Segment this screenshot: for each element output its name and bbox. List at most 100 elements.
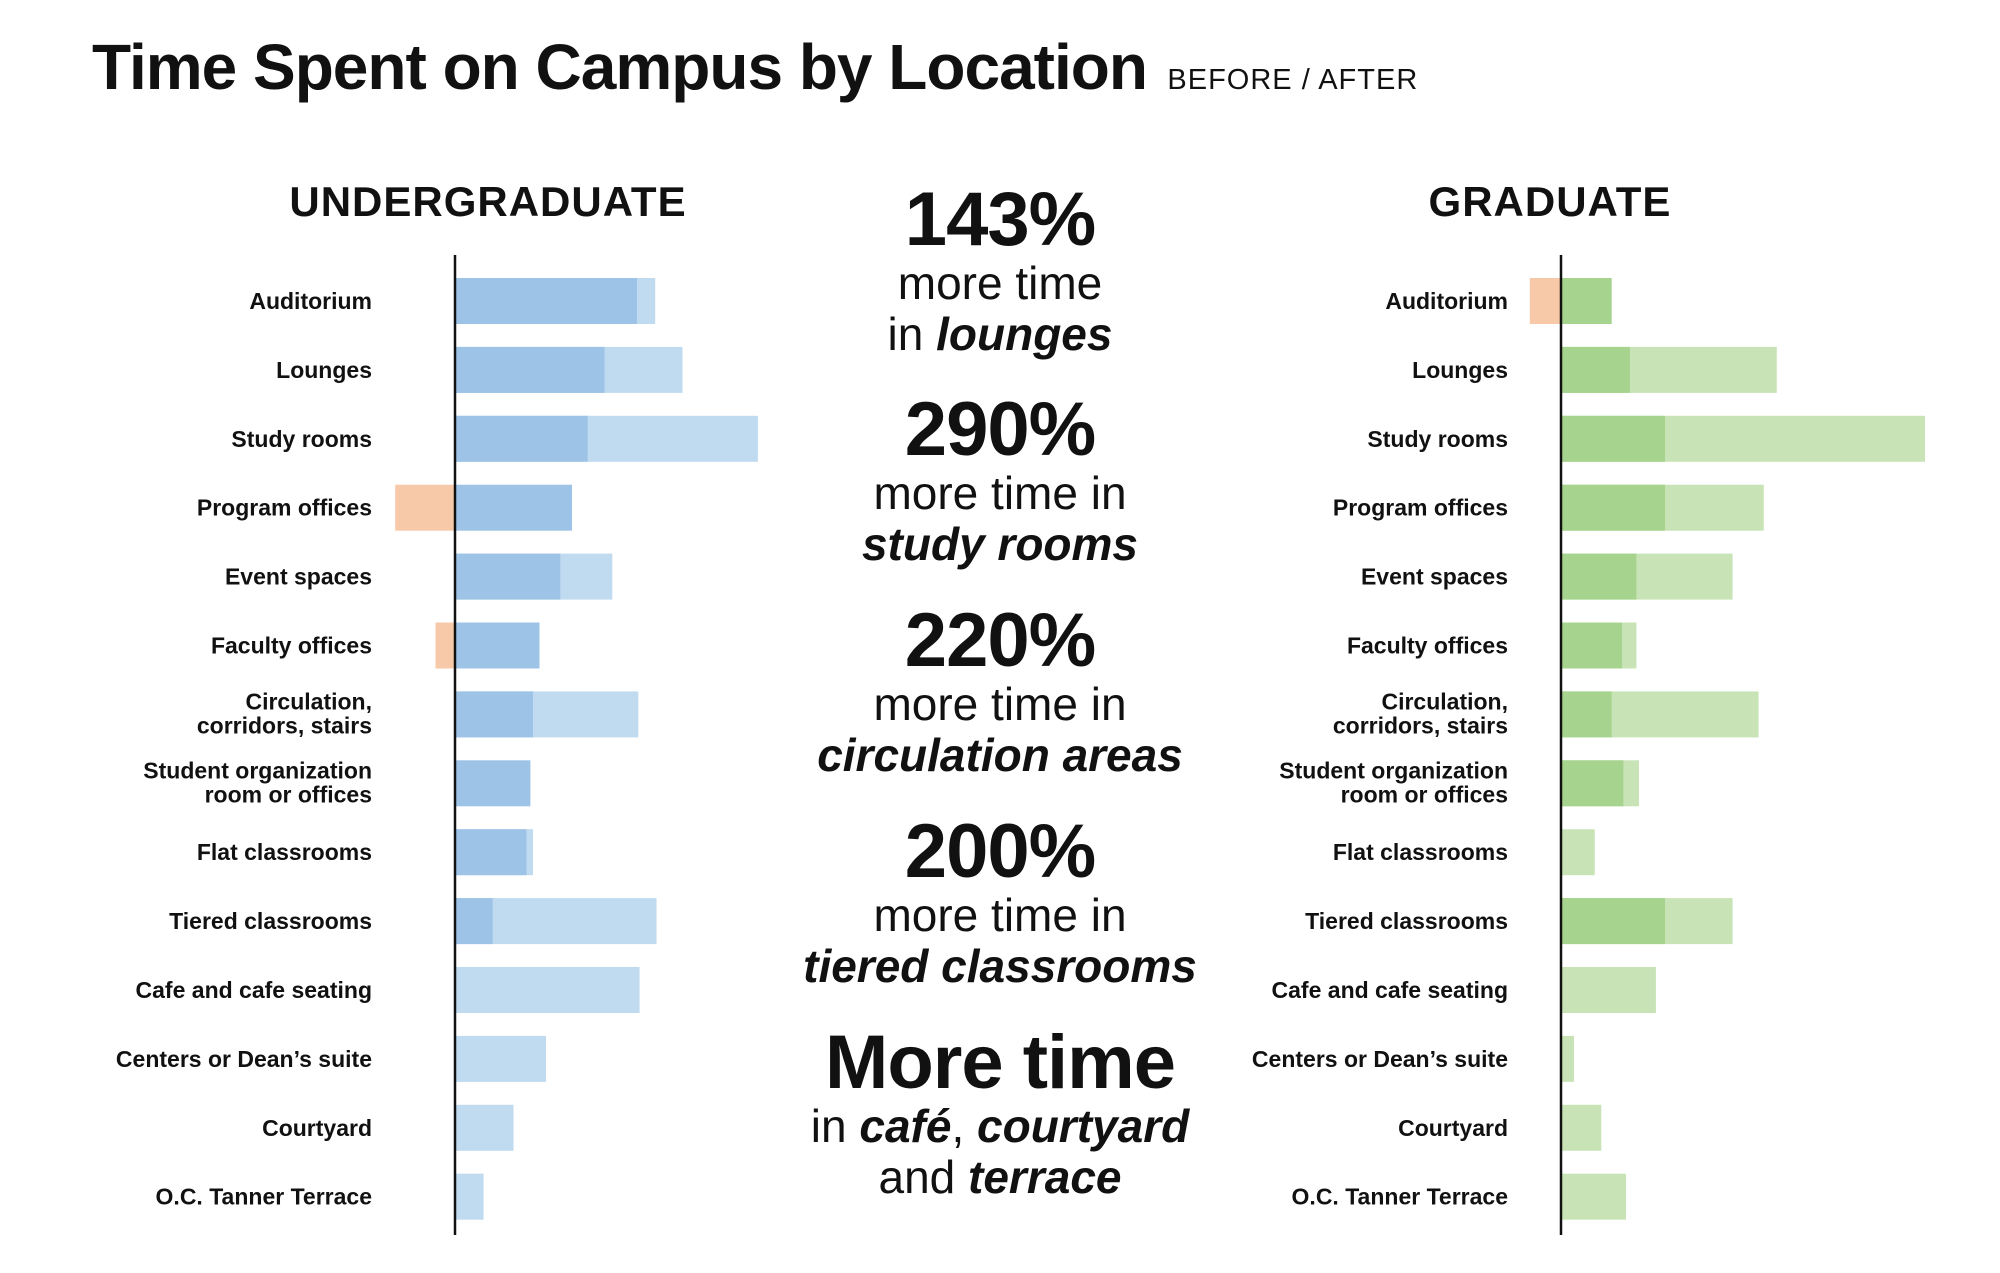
graduate-category-label: O.C. Tanner Terrace xyxy=(1292,1184,1508,1210)
graduate-category-label: Study rooms xyxy=(1367,426,1508,452)
undergraduate-category-label: Courtyard xyxy=(262,1115,372,1141)
undergraduate-bar-decrease xyxy=(435,622,455,669)
graduate-category-label: Event spaces xyxy=(1361,564,1508,590)
graduate-bar-before xyxy=(1561,278,1612,324)
stat-number: 143% xyxy=(904,177,1096,262)
stat-text: in café, courtyard xyxy=(770,1101,1230,1152)
undergraduate-bar-before xyxy=(455,415,588,462)
stat-headline: More time xyxy=(825,1020,1176,1105)
graduate-bar-before xyxy=(1561,622,1623,669)
undergraduate-bar-before xyxy=(455,829,527,876)
category-label-line: Circulation, xyxy=(1381,688,1508,714)
stat-emphasis-cafe: café xyxy=(859,1100,952,1152)
graduate-category-label: Centers or Dean’s suite xyxy=(1252,1046,1508,1072)
undergraduate-bar-before xyxy=(455,622,540,669)
undergraduate-bar-before xyxy=(455,484,572,531)
graduate-bar-before xyxy=(1561,415,1665,462)
undergraduate-category-label: Program offices xyxy=(197,495,372,521)
undergraduate-category-label: Centers or Dean’s suite xyxy=(116,1046,372,1072)
graduate-bar-after xyxy=(1561,829,1595,876)
undergraduate-bar-after xyxy=(455,1173,484,1220)
chart-subtitle: BEFORE / AFTER xyxy=(1167,64,1419,96)
stat-emphasis-terrace: terrace xyxy=(968,1150,1122,1203)
graduate-category-label: Flat classrooms xyxy=(1333,839,1508,865)
undergraduate-bar-after xyxy=(455,967,640,1013)
undergraduate-category-label: Lounges xyxy=(276,357,372,383)
graduate-category-label: Tiered classrooms xyxy=(1305,908,1508,934)
undergraduate-category-label: Flat classrooms xyxy=(197,839,372,865)
undergraduate-bar-decrease xyxy=(395,484,455,531)
graduate-bar-before xyxy=(1561,760,1624,807)
stat-study-rooms: 290% more time in study rooms xyxy=(770,392,1230,569)
graduate-bar-before xyxy=(1561,691,1612,738)
graduate-bar-before xyxy=(1561,898,1665,945)
undergraduate-category-label: Cafe and cafe seating xyxy=(136,977,372,1003)
graduate-bar-after xyxy=(1561,967,1656,1013)
undergraduate-category-label: Student organization room or offices xyxy=(143,757,372,807)
undergraduate-bar-before xyxy=(455,278,637,324)
graduate-bar-after xyxy=(1561,1173,1626,1220)
undergraduate-category-label: Tiered classrooms xyxy=(169,908,372,934)
stat-number: 220% xyxy=(904,598,1096,683)
category-label-line: Student organization xyxy=(1279,757,1508,783)
graduate-category-label: Circulation, corridors, stairs xyxy=(1333,688,1508,738)
stat-emphasis: tiered classrooms xyxy=(803,939,1197,992)
category-label-line: room or offices xyxy=(205,781,372,807)
undergraduate-bar-before xyxy=(455,346,605,393)
undergraduate-bar-before xyxy=(455,553,561,600)
stat-prefix: and xyxy=(878,1150,969,1203)
category-label-line: corridors, stairs xyxy=(197,712,372,738)
stat-circulation: 220% more time in circulation areas xyxy=(770,603,1230,780)
stat-tiered-classrooms: 200% more time in tiered classrooms xyxy=(770,814,1230,991)
stat-text-line2: and terrace xyxy=(770,1150,1230,1203)
undergraduate-category-label: O.C. Tanner Terrace xyxy=(156,1184,372,1210)
stat-text: more time in xyxy=(873,467,1127,519)
undergraduate-category-label: Study rooms xyxy=(231,426,372,452)
undergraduate-bar-before xyxy=(455,898,493,945)
stat-text: more time in xyxy=(873,889,1127,941)
graduate-bar-after xyxy=(1561,1035,1574,1082)
category-label-line: room or offices xyxy=(1341,781,1508,807)
category-label-line: Circulation, xyxy=(245,688,372,714)
undergraduate-category-label: Event spaces xyxy=(225,564,372,590)
graduate-bar-after xyxy=(1561,1104,1602,1151)
stat-number: 200% xyxy=(904,809,1096,894)
graduate-bar-before xyxy=(1561,484,1665,531)
undergraduate-bar-after xyxy=(455,1035,546,1082)
stat-number: 290% xyxy=(904,387,1096,472)
graduate-category-label: Faculty offices xyxy=(1347,633,1508,659)
undergraduate-bar-before xyxy=(455,760,531,807)
stat-prefix: in xyxy=(887,307,937,360)
graduate-category-label: Program offices xyxy=(1333,495,1508,521)
undergraduate-bar-before xyxy=(455,691,533,738)
stat-emphasis-courtyard: courtyard xyxy=(977,1100,1190,1152)
graduate-category-label: Cafe and cafe seating xyxy=(1272,977,1508,1003)
graduate-category-label: Auditorium xyxy=(1385,288,1508,314)
undergraduate-title: UNDERGRADUATE xyxy=(289,178,687,225)
undergraduate-category-label: Circulation, corridors, stairs xyxy=(197,688,372,738)
stat-prefix: in xyxy=(810,1100,860,1152)
stat-more-time: More time in café, courtyard and terrace xyxy=(770,1025,1230,1202)
graduate-bar-before xyxy=(1561,346,1630,393)
stat-text: more time in xyxy=(873,678,1127,730)
stat-emphasis: lounges xyxy=(936,307,1113,360)
graduate-category-label: Student organization room or offices xyxy=(1279,757,1508,807)
category-label-line: Student organization xyxy=(143,757,372,783)
stat-comma: , xyxy=(951,1100,978,1152)
graduate-bar-decrease xyxy=(1529,278,1561,324)
undergraduate-category-label: Faculty offices xyxy=(211,633,372,659)
graduate-category-label: Courtyard xyxy=(1398,1115,1508,1141)
chart-title: Time Spent on Campus by Location xyxy=(92,31,1148,103)
stat-text-line2: in lounges xyxy=(770,307,1230,360)
graduate-bar-before xyxy=(1561,553,1637,600)
graduate-title: GRADUATE xyxy=(1428,178,1672,225)
undergraduate-category-label: Auditorium xyxy=(249,288,372,314)
graduate-category-label: Lounges xyxy=(1412,357,1508,383)
chart-title-row: Time Spent on Campus by Location BEFORE … xyxy=(92,30,1418,104)
category-label-line: corridors, stairs xyxy=(1333,712,1508,738)
stat-emphasis: study rooms xyxy=(861,517,1139,570)
stat-text: more time xyxy=(897,257,1103,309)
stat-lounges: 143% more time in lounges xyxy=(770,182,1230,359)
undergraduate-bar-after xyxy=(455,1104,514,1151)
